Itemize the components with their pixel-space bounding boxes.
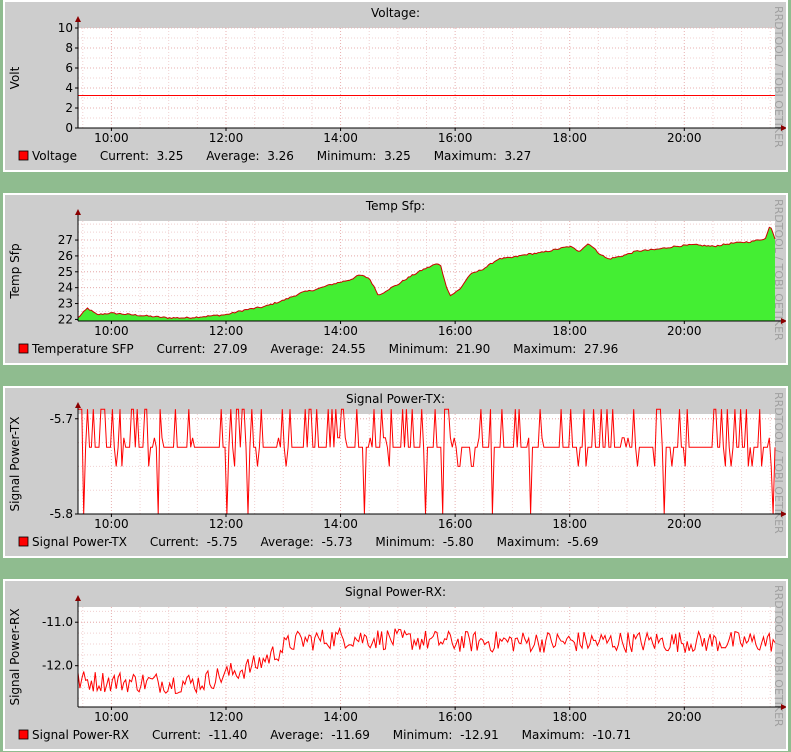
ytick-label: -11.0 [42,615,73,629]
graph-title: Temp Sfp: [365,199,425,213]
graph-title: Signal Power-RX: [345,585,446,599]
legend-swatch [18,536,29,547]
xtick-label: 14:00 [323,710,358,724]
xtick-label: 18:00 [552,517,587,531]
y-axis-arrow [75,209,81,215]
ytick-label: 4 [65,81,73,95]
plot-area [78,607,775,707]
legend-text: Voltage Current: 3.25 Average: 3.26 Mini… [32,149,531,163]
xtick-label: 18:00 [552,324,587,338]
x-axis-arrow [781,125,786,131]
series-line [78,408,776,515]
xtick-label: 14:00 [323,324,358,338]
xtick-label: 16:00 [438,710,473,724]
legend-text: Temperature SFP Current: 27.09 Average: … [31,342,618,356]
ytick-label: -12.0 [42,659,73,673]
graph-panel-4: Signal Power-RX: RRDTOOL / TOBI OETIKER -1… [3,579,788,751]
graph-panel-2: Temp Sfp: RRDTOOL / TOBI OETIKER 22 23 24 25 2… [3,193,788,365]
ytick-label: 23 [58,297,73,311]
graph-title: Voltage: [371,6,420,20]
legend-swatch [18,150,29,161]
xtick-label: 18:00 [552,710,587,724]
xtick-label: 20:00 [667,131,702,145]
legend-text: Signal Power-RX Current: -11.40 Average:… [32,728,631,742]
graph-panel-1: Voltage: RRDTOOL / TOBI OETIKER 0 2 4 6 8 10 Vol… [3,0,788,172]
xtick-label: 18:00 [552,131,587,145]
y-axis-arrow [75,402,81,408]
legend-swatch [18,729,29,740]
series-line [77,226,776,320]
x-axis-arrow [781,318,786,324]
ytick-label: 26 [58,249,73,263]
legend-swatch [18,343,29,354]
ytick-label: 6 [65,61,73,75]
graph-panel-3: Signal Power-TX: RRDTOOL / TOBI OETIKER -5… [3,386,788,558]
graph-svg: Voltage: RRDTOOL / TOBI OETIKER 0 2 4 6 8 10 Vol… [8,6,786,163]
ytick-label: 2 [65,101,73,115]
rrdtool-credit: RRDTOOL / TOBI OETIKER [772,199,785,341]
y-axis-label: Signal Power-TX [8,417,22,512]
y-axis-arrow [75,595,81,601]
rrdtool-credit: RRDTOOL / TOBI OETIKER [772,585,785,727]
xtick-label: 14:00 [323,517,358,531]
xtick-label: 20:00 [667,710,702,724]
ytick-label: -5.7 [50,412,73,426]
ytick-label: 8 [65,41,73,55]
xtick-label: 10:00 [94,131,129,145]
xtick-label: 10:00 [94,517,129,531]
ytick-label: 27 [58,233,73,247]
ytick-label: 25 [58,265,73,279]
ytick-label: -5.8 [50,507,73,521]
rrdtool-credit: RRDTOOL / TOBI OETIKER [772,392,785,534]
xtick-label: 12:00 [209,324,244,338]
y-axis-label: Temp Sfp [8,243,22,299]
x-axis-arrow [781,704,786,710]
xtick-label: 10:00 [94,324,129,338]
xtick-label: 12:00 [209,710,244,724]
xtick-label: 14:00 [323,131,358,145]
xtick-label: 16:00 [438,517,473,531]
y-axis-arrow [75,16,81,22]
xtick-label: 16:00 [438,324,473,338]
legend-text: Signal Power-TX Current: -5.75 Average: … [32,535,598,549]
xtick-label: 20:00 [667,517,702,531]
graph-svg: Signal Power-RX: RRDTOOL / TOBI OETIKER -1… [8,585,786,742]
xtick-label: 16:00 [438,131,473,145]
rrdtool-credit: RRDTOOL / TOBI OETIKER [772,6,785,148]
graph-svg: Signal Power-TX: RRDTOOL / TOBI OETIKER -5… [8,392,786,549]
graph-title: Signal Power-TX: [346,392,445,406]
xtick-label: 12:00 [209,131,244,145]
ytick-label: 0 [65,121,73,135]
xtick-label: 10:00 [94,710,129,724]
xtick-label: 12:00 [209,517,244,531]
y-axis-label: Volt [8,66,22,89]
ytick-label: 24 [58,281,73,295]
ytick-label: 10 [58,21,73,35]
ytick-label: 22 [58,312,73,326]
x-axis-arrow [781,511,786,517]
series-area [78,227,775,321]
y-axis-label: Signal Power-RX [8,608,22,705]
xtick-label: 20:00 [667,324,702,338]
series-line [77,626,776,695]
